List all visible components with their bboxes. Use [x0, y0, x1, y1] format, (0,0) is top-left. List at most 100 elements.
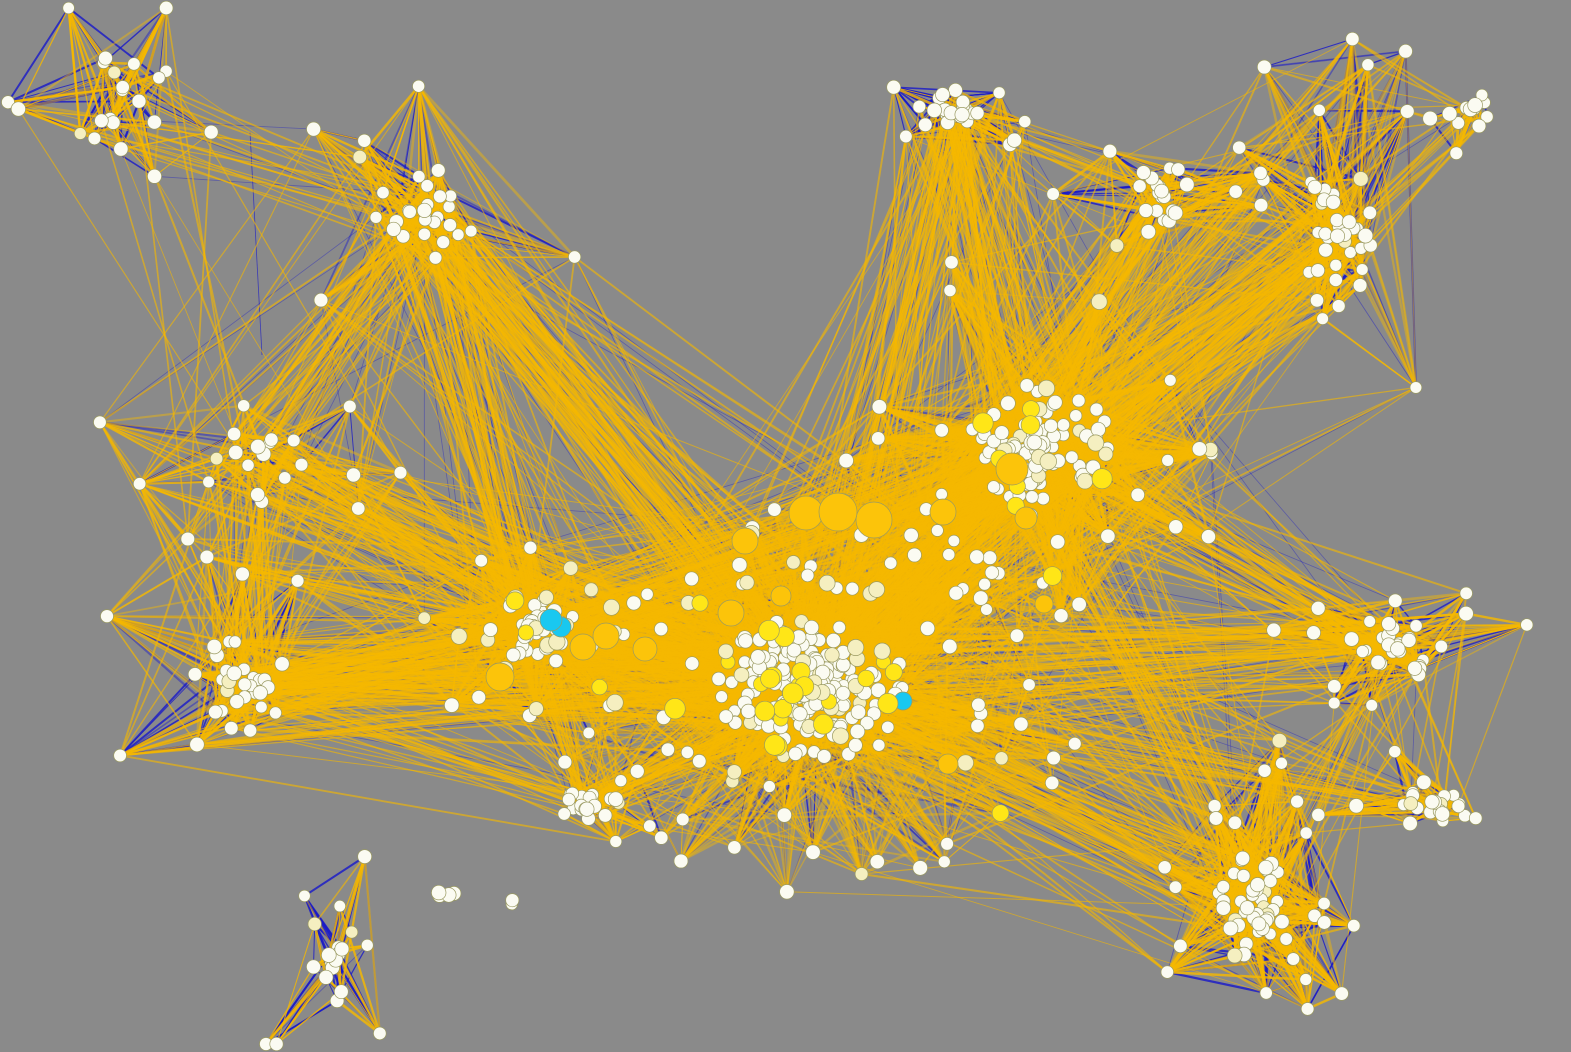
- graph-node[interactable]: [444, 697, 460, 713]
- graph-node[interactable]: [1250, 877, 1266, 893]
- graph-node[interactable]: [306, 959, 321, 975]
- graph-node[interactable]: [1226, 947, 1243, 964]
- graph-node[interactable]: [991, 804, 1010, 822]
- graph-node[interactable]: [1356, 645, 1369, 658]
- graph-node[interactable]: [654, 830, 669, 845]
- graph-node[interactable]: [857, 669, 875, 688]
- graph-node[interactable]: [750, 649, 766, 665]
- graph-node[interactable]: [1227, 815, 1242, 830]
- graph-node[interactable]: [937, 855, 951, 869]
- graph-node[interactable]: [107, 65, 122, 80]
- graph-node[interactable]: [940, 837, 954, 851]
- graph-node[interactable]: [1157, 860, 1172, 875]
- graph-node[interactable]: [357, 133, 372, 148]
- graph-node[interactable]: [664, 698, 686, 720]
- graph-node[interactable]: [872, 738, 886, 752]
- graph-node[interactable]: [1400, 104, 1415, 119]
- graph-node[interactable]: [845, 581, 860, 596]
- graph-node[interactable]: [1164, 374, 1177, 387]
- graph-node[interactable]: [788, 746, 803, 761]
- graph-node[interactable]: [725, 675, 739, 689]
- graph-node[interactable]: [563, 560, 579, 576]
- graph-node[interactable]: [942, 638, 958, 655]
- graph-node[interactable]: [1056, 418, 1071, 432]
- graph-node[interactable]: [805, 844, 821, 860]
- graph-node[interactable]: [298, 889, 311, 903]
- graph-node[interactable]: [792, 706, 808, 722]
- graph-node[interactable]: [1401, 632, 1417, 648]
- graph-node[interactable]: [1068, 736, 1082, 751]
- graph-node[interactable]: [226, 665, 242, 681]
- graph-node[interactable]: [352, 149, 367, 165]
- graph-node[interactable]: [943, 284, 957, 297]
- graph-node[interactable]: [944, 255, 959, 270]
- graph-node[interactable]: [346, 467, 361, 483]
- graph-node[interactable]: [1441, 106, 1458, 122]
- graph-node[interactable]: [278, 471, 292, 485]
- graph-node[interactable]: [1069, 409, 1083, 423]
- graph-node[interactable]: [471, 690, 487, 705]
- graph-node[interactable]: [187, 667, 203, 682]
- graph-node[interactable]: [1311, 807, 1326, 822]
- graph-node[interactable]: [767, 502, 782, 517]
- graph-node[interactable]: [684, 656, 700, 671]
- graph-node[interactable]: [982, 550, 998, 565]
- graph-node[interactable]: [832, 727, 850, 745]
- graph-node[interactable]: [920, 620, 936, 636]
- graph-node[interactable]: [1160, 965, 1174, 979]
- graph-node[interactable]: [1451, 799, 1466, 814]
- graph-node[interactable]: [1013, 716, 1029, 732]
- graph-node[interactable]: [1471, 118, 1487, 134]
- graph-node[interactable]: [351, 501, 366, 516]
- graph-node[interactable]: [290, 574, 305, 588]
- graph-node[interactable]: [692, 754, 707, 769]
- graph-node[interactable]: [373, 1026, 387, 1041]
- graph-node[interactable]: [835, 685, 851, 701]
- graph-node[interactable]: [538, 589, 554, 605]
- graph-node[interactable]: [1232, 140, 1247, 155]
- graph-node[interactable]: [235, 566, 250, 582]
- graph-node[interactable]: [412, 170, 426, 184]
- graph-node[interactable]: [1138, 203, 1154, 218]
- graph-node[interactable]: [868, 581, 885, 598]
- graph-node[interactable]: [848, 737, 863, 753]
- graph-node[interactable]: [978, 577, 991, 591]
- graph-node[interactable]: [992, 86, 1006, 100]
- graph-node[interactable]: [1388, 745, 1402, 759]
- graph-node[interactable]: [582, 726, 595, 740]
- graph-node[interactable]: [871, 431, 886, 446]
- graph-node[interactable]: [1091, 468, 1113, 490]
- graph-node[interactable]: [955, 94, 971, 110]
- graph-node[interactable]: [431, 884, 447, 901]
- graph-node[interactable]: [1381, 616, 1397, 632]
- graph-node[interactable]: [847, 639, 865, 656]
- graph-node[interactable]: [786, 555, 801, 570]
- graph-node[interactable]: [1258, 859, 1274, 876]
- graph-node[interactable]: [970, 718, 985, 733]
- graph-node[interactable]: [1363, 615, 1376, 628]
- graph-node[interactable]: [1071, 393, 1086, 408]
- graph-node-large[interactable]: [770, 585, 792, 607]
- graph-node[interactable]: [1331, 299, 1346, 313]
- graph-node[interactable]: [1257, 763, 1272, 778]
- graph-node[interactable]: [528, 701, 544, 717]
- graph-node[interactable]: [483, 622, 498, 637]
- graph-node-large[interactable]: [818, 492, 858, 532]
- graph-node[interactable]: [1271, 733, 1288, 749]
- graph-node[interactable]: [1341, 214, 1357, 230]
- graph-node[interactable]: [640, 587, 654, 601]
- graph-node[interactable]: [994, 751, 1009, 766]
- graph-node[interactable]: [159, 0, 174, 16]
- graph-node[interactable]: [360, 938, 374, 952]
- graph-node[interactable]: [1329, 258, 1343, 272]
- graph-node[interactable]: [739, 574, 755, 591]
- graph-node-large[interactable]: [569, 633, 597, 661]
- graph-node[interactable]: [1309, 293, 1325, 308]
- graph-node[interactable]: [994, 425, 1010, 441]
- graph-node[interactable]: [758, 619, 780, 642]
- graph-node[interactable]: [884, 556, 898, 570]
- graph-node[interactable]: [306, 121, 322, 137]
- graph-node[interactable]: [506, 647, 521, 663]
- graph-node[interactable]: [760, 668, 780, 689]
